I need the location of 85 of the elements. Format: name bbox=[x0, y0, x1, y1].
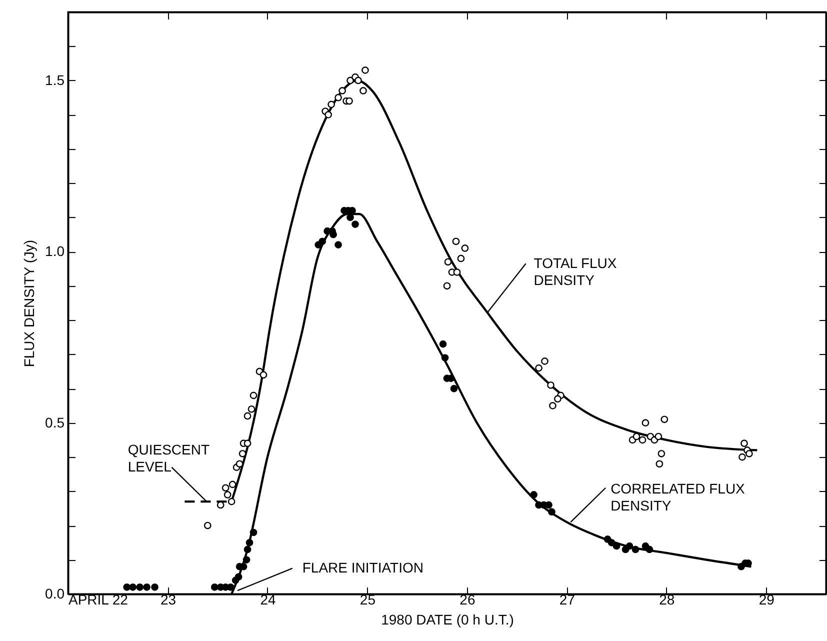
point bbox=[443, 282, 451, 290]
point bbox=[236, 460, 244, 468]
point bbox=[248, 405, 256, 413]
point bbox=[660, 416, 668, 424]
y-axis-title: FLUX DENSITY (Jy) bbox=[21, 240, 38, 368]
point bbox=[654, 432, 662, 440]
x-tick-label: 27 bbox=[559, 592, 576, 608]
point bbox=[228, 480, 236, 488]
point bbox=[244, 412, 252, 420]
point bbox=[656, 460, 664, 468]
point bbox=[210, 583, 218, 591]
point bbox=[439, 340, 447, 348]
point bbox=[244, 440, 252, 448]
point bbox=[224, 491, 232, 498]
annotation: CORRELATED FLUX DENSITY bbox=[610, 480, 746, 514]
point bbox=[547, 381, 554, 389]
point bbox=[129, 583, 137, 591]
point bbox=[123, 583, 131, 591]
x-tick-label: 25 bbox=[360, 592, 376, 608]
point bbox=[545, 501, 552, 509]
point bbox=[143, 583, 150, 591]
point bbox=[457, 254, 465, 262]
point bbox=[354, 76, 362, 84]
point bbox=[228, 498, 236, 506]
point bbox=[250, 528, 258, 536]
point bbox=[452, 238, 460, 246]
point bbox=[626, 542, 634, 550]
x-tick-label: 28 bbox=[659, 592, 675, 608]
point bbox=[646, 546, 654, 554]
point bbox=[658, 450, 666, 458]
point bbox=[330, 230, 337, 238]
point bbox=[136, 583, 144, 591]
point bbox=[346, 76, 354, 84]
y-tick-label: 0.5 bbox=[45, 414, 65, 430]
point bbox=[151, 583, 158, 591]
point bbox=[334, 241, 342, 248]
point bbox=[608, 538, 616, 546]
point bbox=[334, 94, 342, 102]
x-tick-label: APRIL 22 bbox=[68, 592, 128, 608]
point bbox=[441, 354, 449, 362]
x-axis-title: 1980 DATE (0 h U.T.) bbox=[381, 612, 514, 628]
point bbox=[530, 491, 538, 498]
point bbox=[238, 450, 246, 458]
point bbox=[244, 546, 252, 554]
y-tick-label: 1.5 bbox=[45, 72, 65, 88]
point bbox=[362, 66, 369, 74]
point bbox=[453, 268, 461, 276]
point bbox=[318, 238, 326, 246]
point bbox=[632, 546, 640, 554]
x-tick-label: 23 bbox=[160, 592, 176, 608]
point bbox=[250, 392, 258, 400]
point bbox=[740, 440, 748, 448]
annotation: QUIESCENT LEVEL bbox=[128, 441, 210, 474]
point bbox=[738, 453, 746, 461]
y-tick-label: 0.0 bbox=[45, 586, 65, 602]
point bbox=[541, 358, 548, 365]
point bbox=[234, 573, 242, 581]
point bbox=[324, 111, 332, 118]
point bbox=[338, 87, 346, 94]
x-tick-label: 24 bbox=[260, 592, 276, 608]
point bbox=[632, 432, 640, 440]
point bbox=[549, 402, 556, 410]
point bbox=[450, 384, 458, 392]
point bbox=[444, 258, 452, 266]
point bbox=[328, 100, 335, 108]
point bbox=[352, 220, 359, 228]
point bbox=[638, 436, 646, 444]
point bbox=[242, 556, 250, 564]
x-tick-label: 29 bbox=[758, 592, 775, 608]
y-tick-label: 1.0 bbox=[45, 243, 65, 260]
annotation: TOTAL FLUX DENSITY bbox=[534, 254, 618, 288]
point bbox=[461, 244, 469, 252]
point bbox=[246, 538, 254, 546]
point bbox=[260, 371, 268, 379]
x-tick-label: 26 bbox=[460, 592, 476, 608]
point bbox=[222, 484, 230, 492]
point bbox=[360, 87, 367, 94]
point bbox=[746, 450, 753, 458]
point bbox=[548, 508, 556, 516]
point bbox=[204, 522, 212, 530]
point bbox=[554, 395, 562, 403]
annotation: FLARE INITIATION bbox=[302, 559, 424, 576]
point bbox=[535, 364, 542, 372]
point bbox=[346, 97, 353, 105]
point bbox=[642, 419, 650, 426]
